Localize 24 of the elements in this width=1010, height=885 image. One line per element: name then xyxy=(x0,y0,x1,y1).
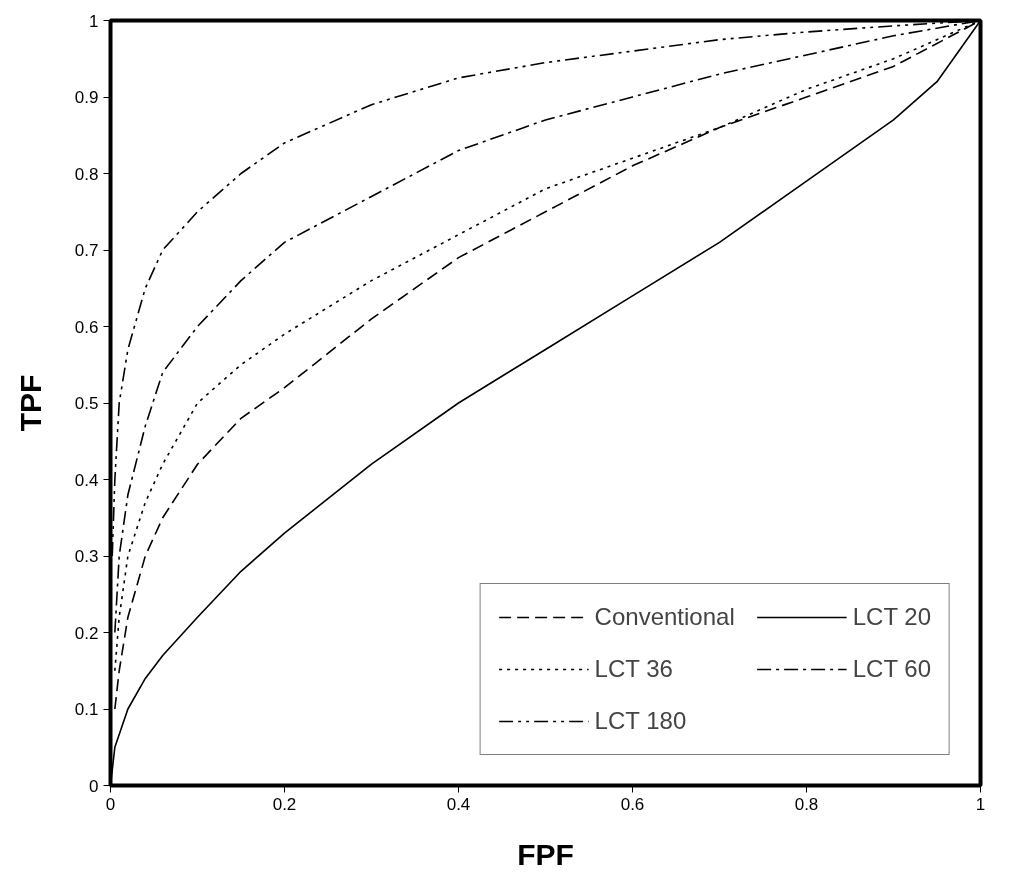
y-tick-label: 0.3 xyxy=(74,547,99,566)
y-tick-label: 0 xyxy=(89,776,99,796)
y-tick-label: 0.4 xyxy=(74,470,99,490)
y-tick-label: 0.5 xyxy=(74,394,99,413)
legend-label: LCT 180 xyxy=(594,707,687,735)
y-tick-label: 0.9 xyxy=(74,88,99,107)
y-tick-label: 0.2 xyxy=(74,623,99,643)
x-tick-label: 0 xyxy=(105,794,116,814)
y-tick-label: 1 xyxy=(89,11,99,31)
x-tick-label: 0.2 xyxy=(272,794,297,814)
x-tick-label: 0.8 xyxy=(794,794,819,814)
x-tick-label: 1 xyxy=(975,794,986,814)
x-axis-title: FPF xyxy=(517,837,574,871)
y-tick-label: 0.8 xyxy=(74,164,99,184)
y-tick-label: 0.7 xyxy=(74,241,99,260)
x-tick-label: 0.6 xyxy=(620,794,645,814)
legend-label: LCT 36 xyxy=(594,655,673,683)
y-tick-label: 0.1 xyxy=(74,700,99,719)
legend-label: LCT 60 xyxy=(852,655,931,683)
y-axis-title: TPF xyxy=(13,374,47,432)
x-tick-label: 0.4 xyxy=(446,794,471,814)
legend-label: LCT 20 xyxy=(852,603,931,631)
y-tick-label: 0.6 xyxy=(74,317,99,337)
legend-label: Conventional xyxy=(594,603,735,631)
